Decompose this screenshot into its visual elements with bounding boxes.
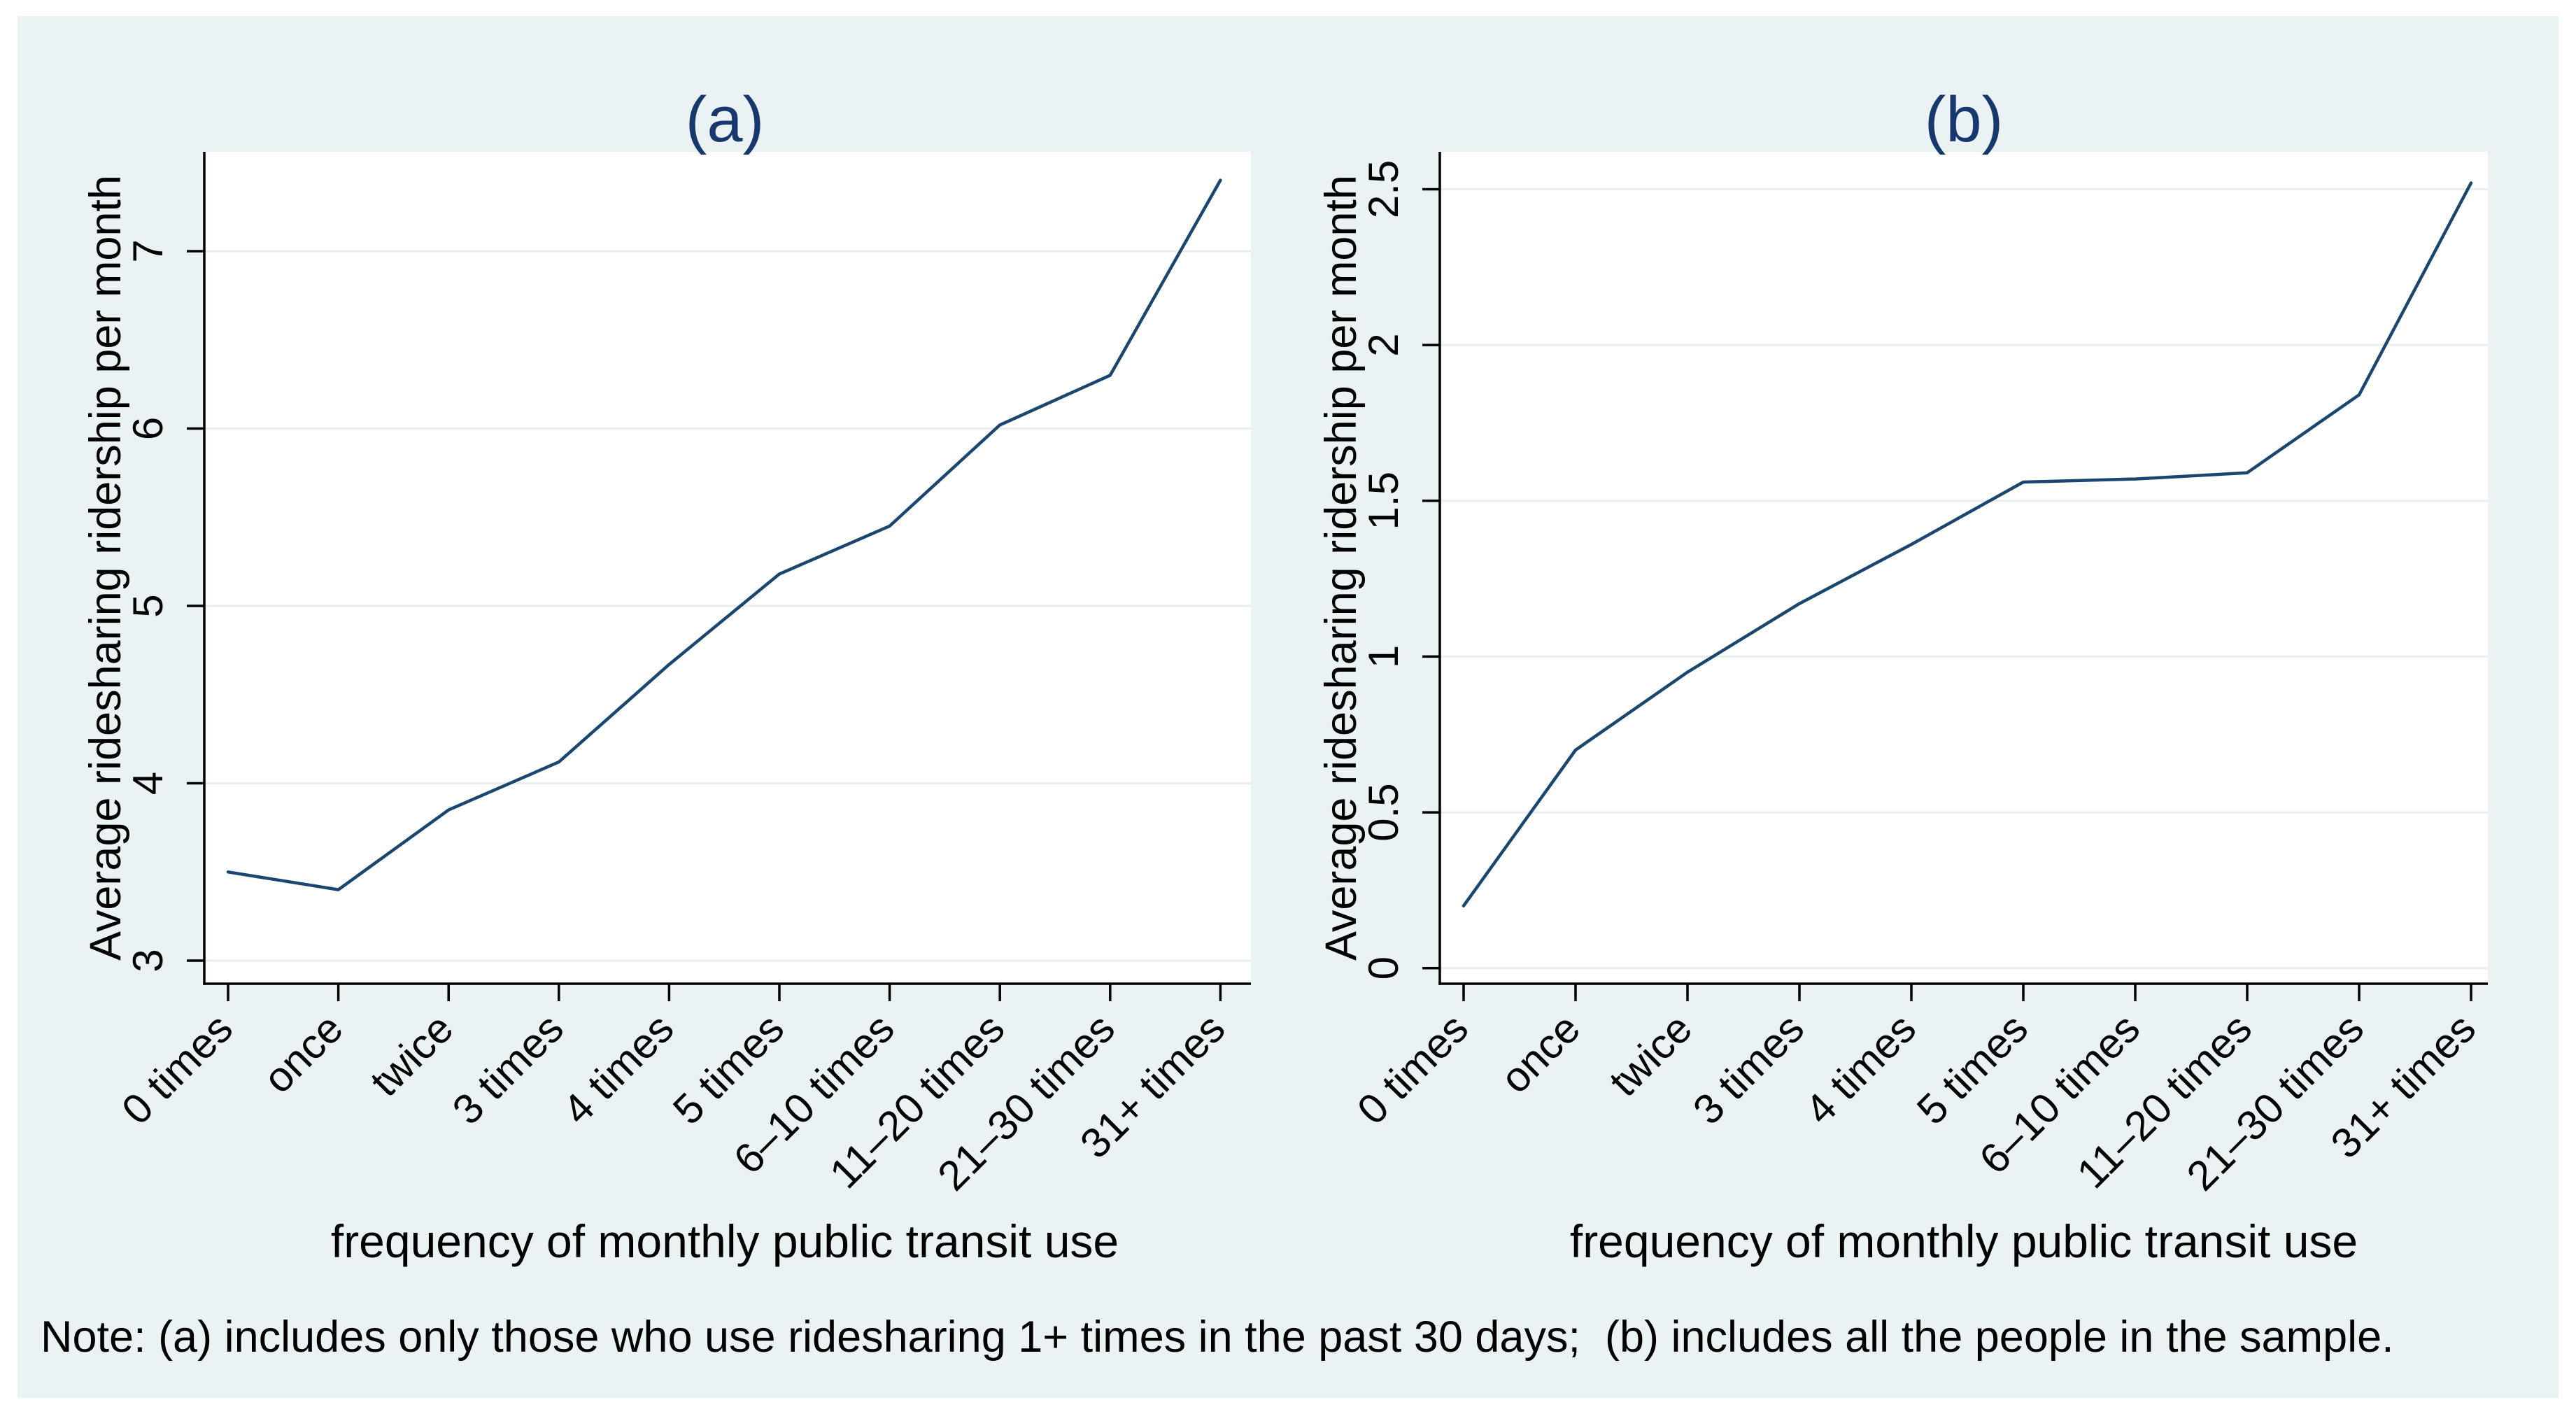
x-tick-label: 3 times (1684, 1005, 1813, 1133)
data-line (226, 178, 1222, 891)
panel-title: (b) (1925, 84, 2003, 155)
y-axis-title: Average ridesharing ridership per month (1317, 175, 1366, 961)
y-tick-label: 2.5 (1360, 160, 1407, 218)
x-tick-label: once (254, 1005, 351, 1102)
x-tick-label: 3 times (444, 1005, 572, 1133)
x-tick-label: 0 times (1348, 1005, 1477, 1133)
y-tick-label: 0.5 (1360, 783, 1407, 841)
data-line (1462, 181, 2473, 907)
figure-note: Note: (a) includes only those who use ri… (41, 1313, 2394, 1362)
x-axis-title: frequency of monthly public transit use (1570, 1215, 2358, 1267)
panel-title: (a) (686, 84, 764, 155)
y-tick-label: 6 (125, 417, 171, 440)
y-tick-label: 1.5 (1360, 472, 1407, 530)
y-axis-title: Average ridesharing ridership per month (81, 175, 130, 961)
y-tick-label: 0 (1360, 956, 1407, 980)
plot-area (1440, 152, 2488, 984)
y-tick-label: 7 (125, 239, 171, 262)
x-tick-label: 0 times (113, 1005, 241, 1133)
x-axis-title: frequency of monthly public transit use (331, 1215, 1119, 1267)
y-tick-label: 4 (125, 772, 171, 795)
x-tick-label: 4 times (553, 1005, 682, 1133)
y-tick-label: 2 (1360, 333, 1407, 356)
x-tick-label: twice (1600, 1005, 1701, 1105)
y-tick-label: 1 (1360, 645, 1407, 668)
x-tick-label: twice (361, 1005, 462, 1105)
x-tick-label: once (1492, 1005, 1589, 1102)
x-tick-label: 4 times (1796, 1005, 1925, 1133)
y-tick-label: 5 (125, 594, 171, 617)
plot-area (204, 152, 1251, 984)
y-tick-label: 3 (125, 949, 171, 972)
